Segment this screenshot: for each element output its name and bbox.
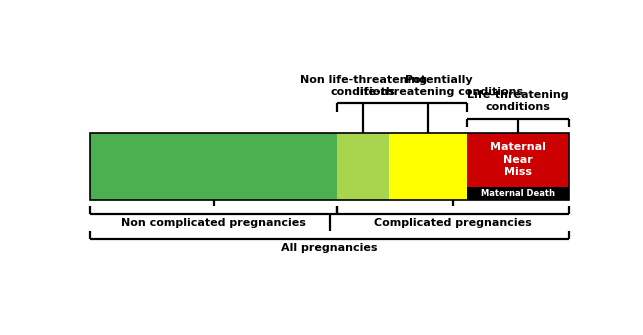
Text: Non complicated pregnancies: Non complicated pregnancies xyxy=(122,218,306,228)
Bar xyxy=(90,133,337,200)
Bar xyxy=(337,133,390,200)
Text: Maternal
Near
Miss: Maternal Near Miss xyxy=(490,142,546,177)
Bar xyxy=(467,133,569,200)
Text: Non life-threatening
conditions: Non life-threatening conditions xyxy=(300,75,427,97)
Bar xyxy=(390,133,467,200)
Bar xyxy=(90,133,569,200)
Text: Complicated pregnancies: Complicated pregnancies xyxy=(374,218,532,228)
Text: Potentially
life-threatening conditions: Potentially life-threatening conditions xyxy=(356,75,523,97)
Bar xyxy=(467,187,569,200)
Text: All pregnancies: All pregnancies xyxy=(281,243,378,253)
Text: Maternal Death: Maternal Death xyxy=(481,189,555,198)
Text: Life-threatening
conditions: Life-threatening conditions xyxy=(467,90,568,113)
